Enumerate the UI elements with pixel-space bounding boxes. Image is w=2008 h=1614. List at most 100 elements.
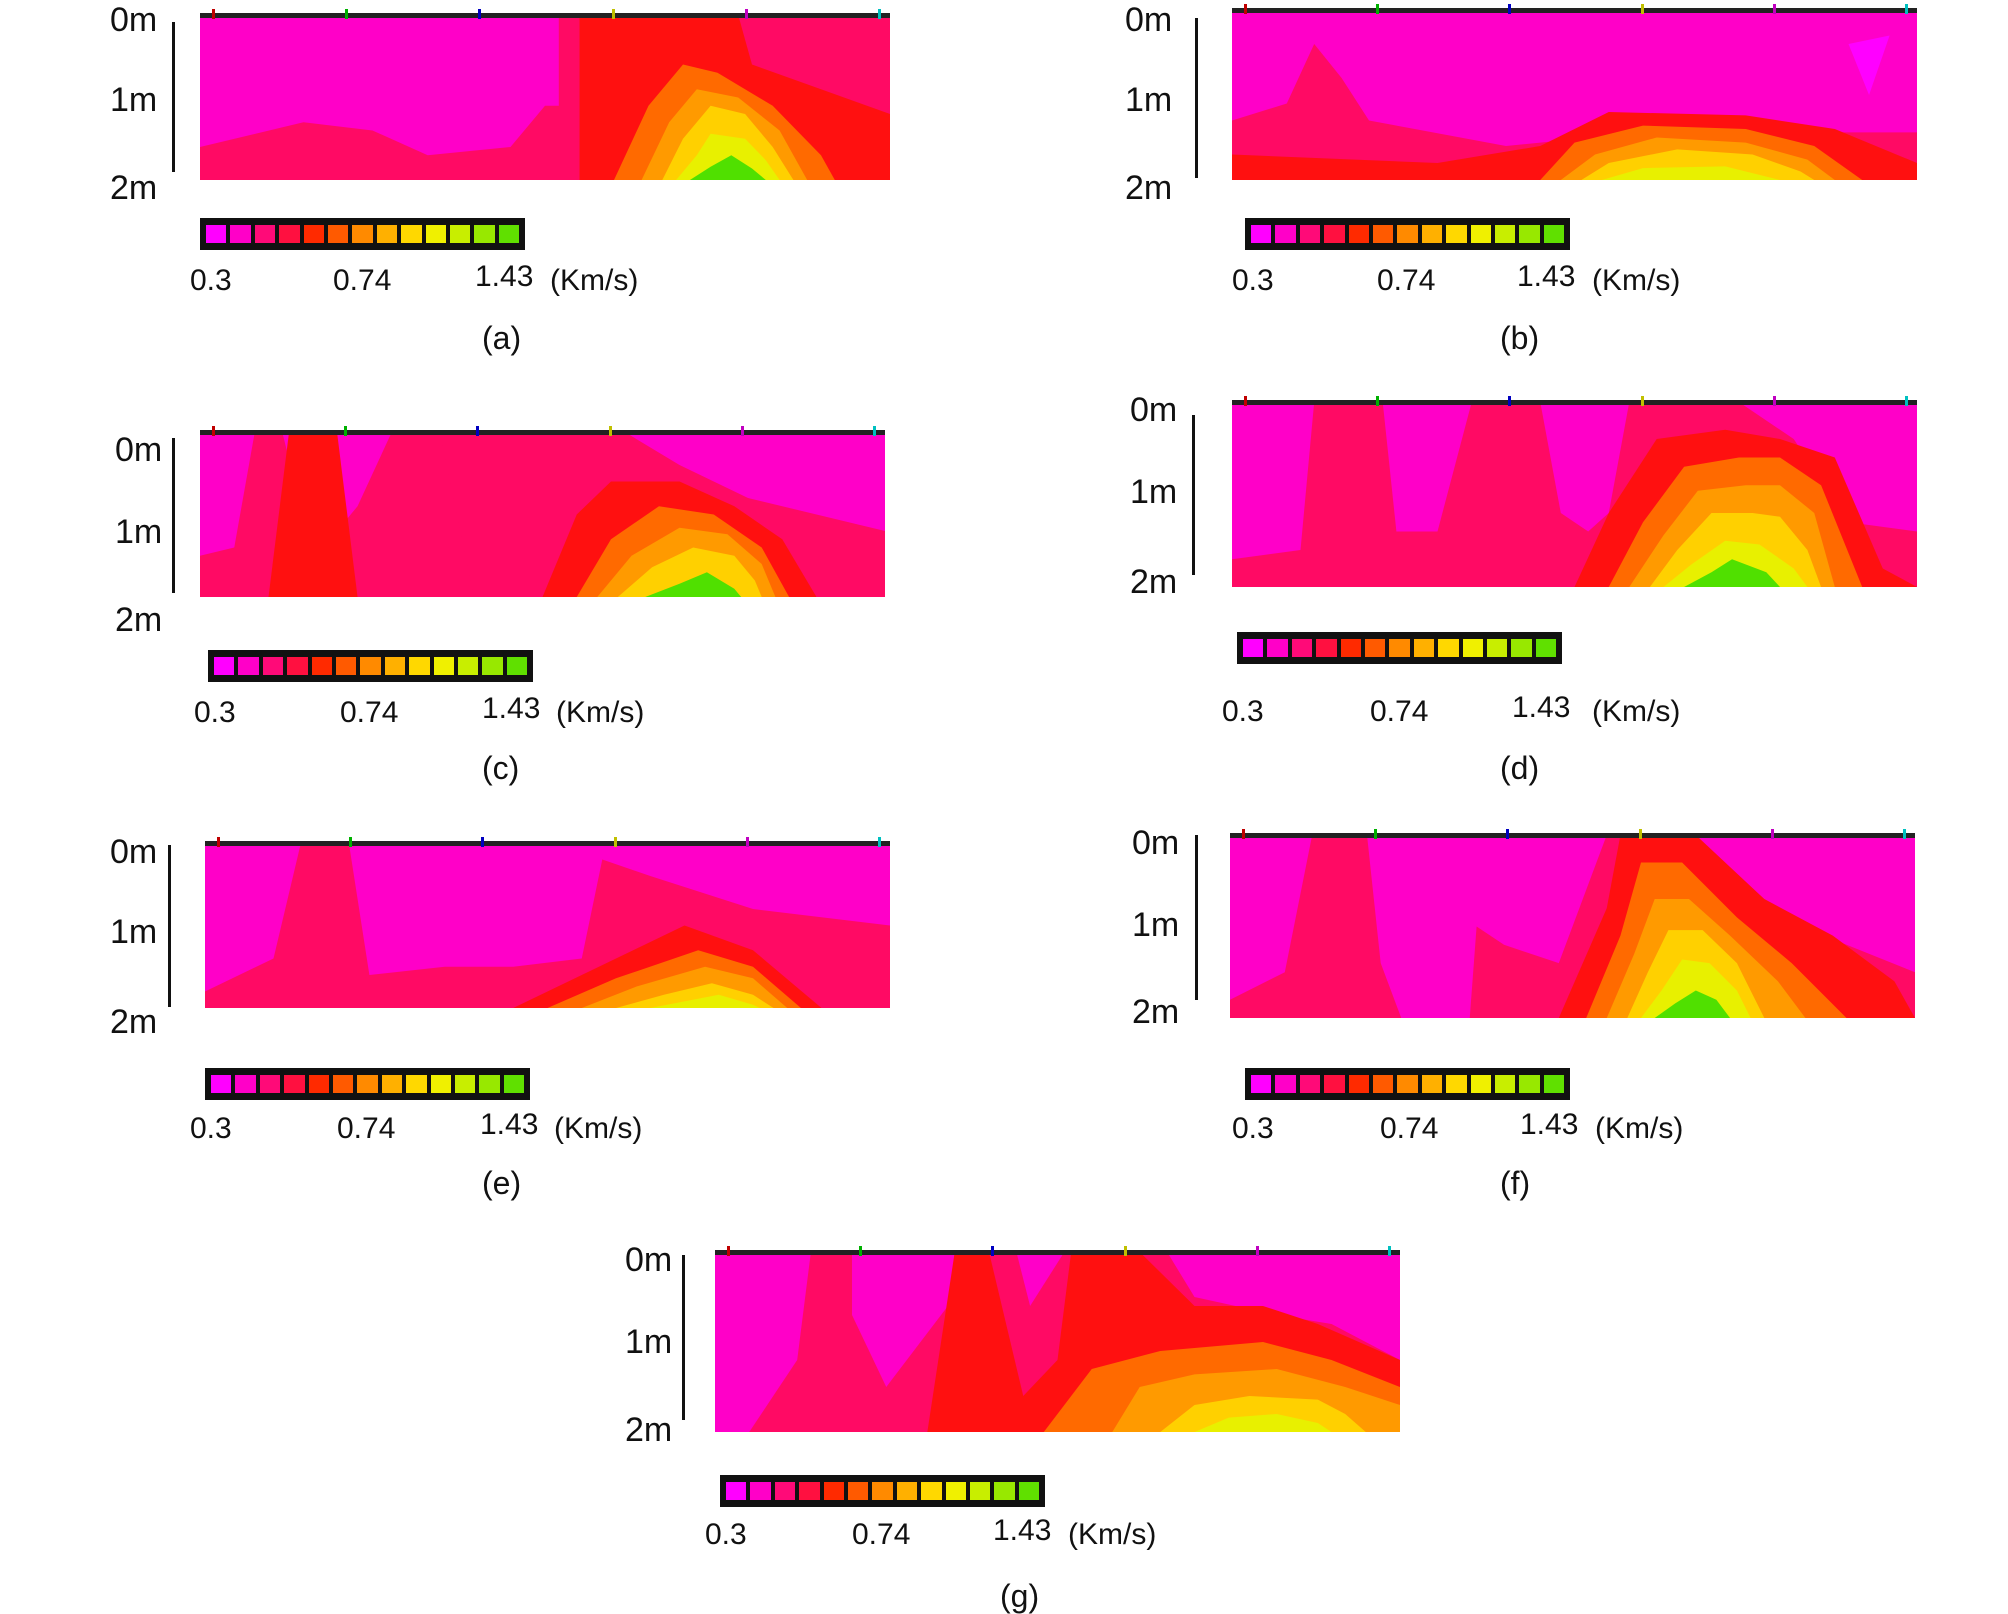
surface-line [1230, 829, 1915, 839]
colorbar-swatch [479, 1075, 500, 1093]
colorbar-swatch [1275, 1075, 1296, 1093]
geophone-marker-icon [476, 426, 480, 436]
colorbar-swatch [214, 657, 235, 675]
depth-label: 0m [1130, 391, 1178, 429]
geophone-marker-icon [349, 837, 353, 847]
velocity-tomogram-plot [200, 432, 885, 597]
depth-label: 2m [115, 601, 163, 639]
colorbar-swatch [454, 1075, 476, 1093]
geophone-marker-icon [878, 9, 881, 19]
geophone-marker-icon [481, 837, 485, 847]
geophone-marker-icon [745, 837, 749, 847]
colorbar-unit-label: (Km/s) [554, 1112, 643, 1145]
colorbar-mid-label: 0.74 [1380, 1112, 1439, 1145]
colorbar-swatch [311, 657, 332, 675]
velocity-contour-region [1654, 990, 1731, 1018]
colorbar-swatch [1446, 1075, 1467, 1093]
colorbar-swatch [498, 225, 520, 243]
colorbar-swatch [259, 1075, 281, 1093]
colorbar-swatch [401, 225, 422, 243]
colorbar-swatch [1364, 639, 1386, 657]
velocity-colorbar [1245, 1068, 1570, 1100]
colorbar-mid-label: 0.74 [1370, 695, 1429, 728]
velocity-tomogram-plot [715, 1252, 1400, 1432]
velocity-colorbar [205, 1068, 530, 1100]
geophone-marker-icon [878, 837, 881, 847]
colorbar-swatch [1324, 225, 1345, 243]
colorbar-swatch [1389, 639, 1410, 657]
depth-label: 0m [1125, 1, 1173, 39]
colorbar-swatch [238, 657, 259, 675]
panel-caption: (e) [482, 1165, 522, 1201]
depth-axis-line [682, 1255, 685, 1420]
colorbar-swatch [287, 657, 308, 675]
colorbar-swatch [1462, 639, 1483, 657]
colorbar-swatch [381, 1075, 403, 1093]
geophone-marker-icon [1255, 1246, 1259, 1256]
colorbar-swatch [1275, 225, 1296, 243]
geophone-marker-icon [1506, 829, 1510, 839]
colorbar-swatch [1421, 1075, 1443, 1093]
geophone-marker-icon [1508, 4, 1512, 14]
colorbar-swatch [1494, 1075, 1516, 1093]
velocity-contour-region [689, 155, 766, 180]
colorbar-swatch [1519, 1075, 1540, 1093]
velocity-contour-svg [200, 15, 890, 180]
velocity-contour-region [1601, 166, 1780, 180]
colorbar-swatch [474, 225, 495, 243]
colorbar-swatch [1470, 225, 1491, 243]
velocity-colorbar [1237, 632, 1562, 664]
colorbar-min-label: 0.3 [1232, 264, 1274, 297]
geophone-marker-icon [1640, 4, 1644, 14]
colorbar-swatch [1316, 639, 1337, 657]
depth-label: 1m [1132, 906, 1180, 944]
depth-label: 1m [1130, 473, 1178, 511]
geophone-marker-icon [1244, 4, 1247, 14]
surface-line [200, 426, 885, 436]
geophone-marker-icon [1772, 4, 1776, 14]
colorbar-min-label: 0.3 [1232, 1112, 1274, 1145]
colorbar-swatch [457, 657, 479, 675]
geophone-marker-icon [217, 837, 220, 847]
colorbar-max-label: 1.43 [480, 1108, 539, 1141]
velocity-colorbar [720, 1475, 1045, 1507]
velocity-colorbar [208, 650, 533, 682]
colorbar-swatch [1299, 225, 1321, 243]
geophone-marker-icon [1388, 1246, 1391, 1256]
velocity-tomogram-plot [1232, 402, 1917, 587]
colorbar-swatch [384, 657, 406, 675]
colorbar-mid-label: 0.74 [333, 264, 392, 297]
geophone-marker-icon [611, 9, 615, 19]
colorbar-swatch [1470, 1075, 1491, 1093]
colorbar-swatch [823, 1482, 844, 1500]
colorbar-swatch [1543, 225, 1565, 243]
colorbar-swatch [506, 657, 528, 675]
geophone-marker-icon [859, 1246, 863, 1256]
geophone-marker-icon [1374, 829, 1378, 839]
colorbar-swatch [1299, 1075, 1321, 1093]
depth-label: 2m [1132, 993, 1180, 1031]
velocity-contour-region [1641, 959, 1751, 1018]
depth-label: 2m [110, 169, 158, 207]
velocity-tomogram-plot [200, 15, 890, 180]
surface-line [200, 9, 890, 19]
colorbar-swatch [847, 1482, 869, 1500]
colorbar-swatch [1543, 1075, 1565, 1093]
velocity-contour-region [1684, 559, 1780, 587]
geophone-marker-icon [344, 426, 348, 436]
geophone-marker-icon [1242, 829, 1245, 839]
colorbar-unit-label: (Km/s) [1592, 264, 1681, 297]
geophone-marker-icon [1123, 1246, 1127, 1256]
colorbar-swatch [774, 1482, 796, 1500]
colorbar-max-label: 1.43 [1517, 260, 1576, 293]
geophone-marker-icon [744, 9, 748, 19]
colorbar-swatch [896, 1482, 918, 1500]
geophone-marker-icon [1903, 829, 1906, 839]
velocity-contour-region [1848, 35, 1890, 95]
geophone-marker-icon [1905, 396, 1908, 406]
colorbar-swatch [1511, 639, 1532, 657]
depth-axis-line [168, 845, 171, 1007]
panel-caption: (a) [482, 320, 522, 356]
colorbar-swatch [262, 657, 284, 675]
colorbar-swatch [279, 225, 300, 243]
